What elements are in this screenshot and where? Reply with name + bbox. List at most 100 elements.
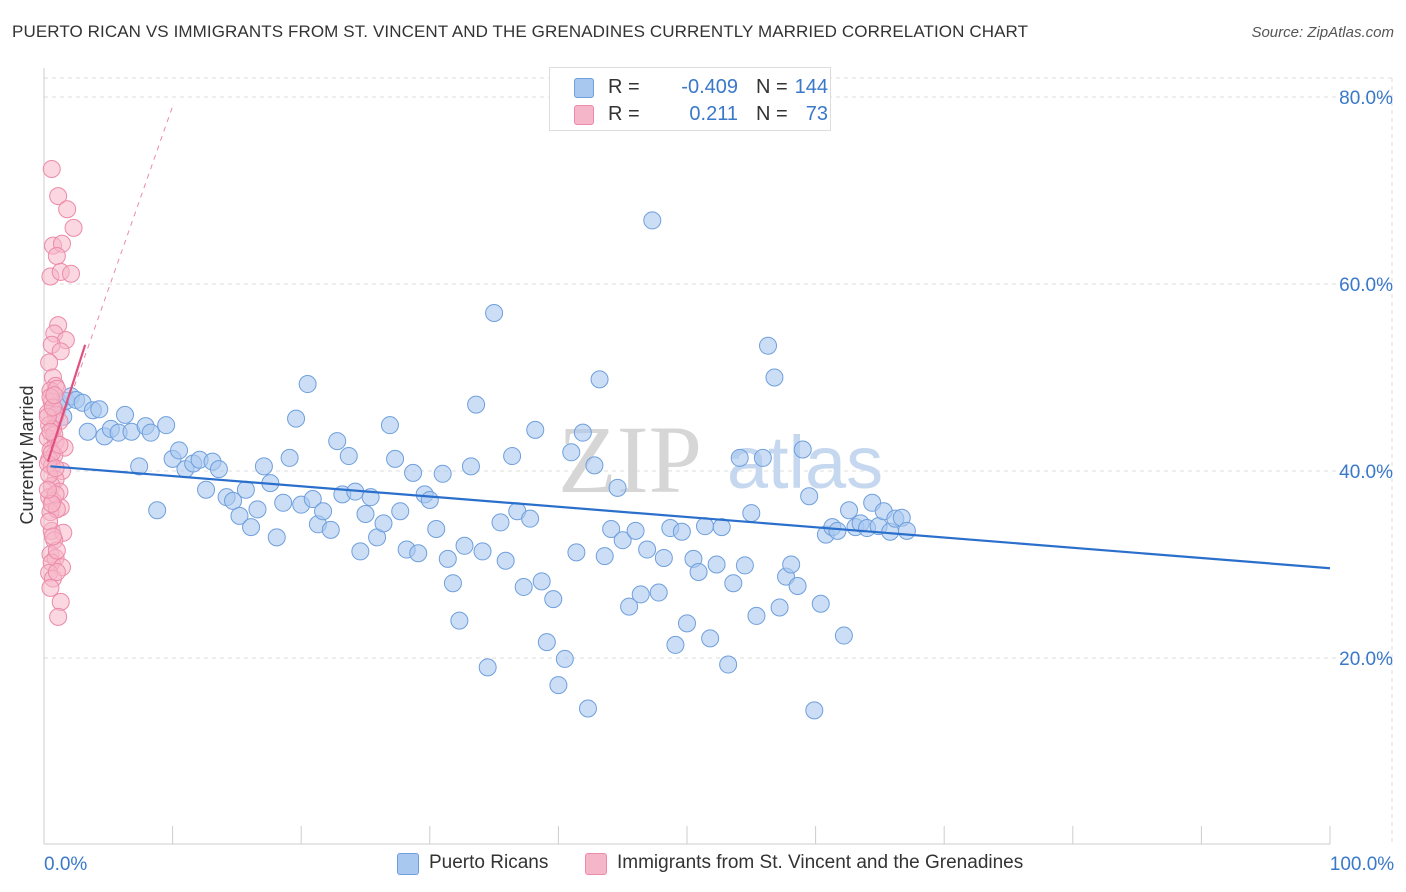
data-point-puerto-ricans xyxy=(248,500,267,519)
trend-line-puerto-ricans xyxy=(50,465,1331,570)
data-point-puerto-ricans xyxy=(374,514,393,533)
data-point-puerto-ricans xyxy=(450,611,469,630)
data-point-puerto-ricans xyxy=(274,493,293,512)
legend-r-label: R = xyxy=(608,76,640,98)
data-point-puerto-ricans xyxy=(521,509,540,528)
data-point-puerto-ricans xyxy=(339,447,358,466)
source-label: Source: ZipAtlas.com xyxy=(1251,24,1394,41)
data-point-puerto-ricans xyxy=(585,456,604,475)
watermark-zip: ZIP xyxy=(558,406,702,513)
data-point-st-vincent xyxy=(42,159,61,178)
legend-r-value: 0.211 xyxy=(689,103,738,125)
legend-n-label: N = xyxy=(756,76,788,98)
legend-n-value: 73 xyxy=(805,103,828,125)
data-point-puerto-ricans xyxy=(386,449,405,468)
data-point-puerto-ricans xyxy=(267,528,286,547)
legend-swatch-blue xyxy=(397,853,419,875)
data-point-puerto-ricans xyxy=(485,303,504,322)
data-point-puerto-ricans xyxy=(254,457,273,476)
data-point-puerto-ricans xyxy=(620,597,639,616)
correlation-legend: R = -0.409 N = 144 R = 0.211 N = 73 xyxy=(549,67,831,131)
data-point-puerto-ricans xyxy=(236,480,255,499)
data-point-puerto-ricans xyxy=(230,506,249,525)
data-point-puerto-ricans xyxy=(643,211,662,230)
data-point-puerto-ricans xyxy=(555,649,574,668)
series-points-st-vincent xyxy=(38,159,83,626)
data-point-puerto-ricans xyxy=(242,518,261,537)
data-point-puerto-ricans xyxy=(526,420,545,439)
y-axis-label: Currently Married xyxy=(17,385,37,524)
legend-label: Immigrants from St. Vincent and the Gren… xyxy=(617,852,1024,873)
data-point-puerto-ricans xyxy=(689,562,708,581)
data-point-puerto-ricans xyxy=(678,614,696,633)
grid-lines xyxy=(44,77,1393,844)
data-point-puerto-ricans xyxy=(800,487,819,506)
data-point-puerto-ricans xyxy=(666,635,685,654)
data-point-puerto-ricans xyxy=(280,448,299,467)
data-point-st-vincent xyxy=(40,512,59,531)
data-point-st-vincent xyxy=(64,218,83,237)
watermark: ZIP atlas xyxy=(558,406,883,513)
data-point-puerto-ricans xyxy=(719,655,738,674)
data-point-st-vincent xyxy=(40,353,59,372)
data-point-puerto-ricans xyxy=(626,521,645,540)
data-point-puerto-ricans xyxy=(672,522,691,541)
data-point-puerto-ricans xyxy=(148,501,167,520)
data-point-st-vincent xyxy=(45,386,64,405)
data-point-puerto-ricans xyxy=(782,555,801,574)
data-point-puerto-ricans xyxy=(567,543,586,562)
legend-r-value: -0.409 xyxy=(681,76,738,98)
data-point-puerto-ricans xyxy=(811,594,830,613)
data-point-puerto-ricans xyxy=(638,540,657,559)
data-point-puerto-ricans xyxy=(793,440,812,459)
y-tick-label: 60.0% xyxy=(1339,275,1393,296)
data-point-puerto-ricans xyxy=(649,583,668,602)
data-point-st-vincent xyxy=(62,264,81,283)
data-point-puerto-ricans xyxy=(712,518,731,537)
data-point-puerto-ricans xyxy=(78,422,97,441)
trend-line-st-vincent xyxy=(46,344,87,462)
data-point-st-vincent xyxy=(49,187,68,206)
data-point-puerto-ricans xyxy=(770,598,789,617)
data-point-puerto-ricans xyxy=(631,585,650,604)
data-point-puerto-ricans xyxy=(141,423,160,442)
data-point-puerto-ricans xyxy=(828,521,847,540)
data-point-puerto-ricans xyxy=(532,572,551,591)
data-point-puerto-ricans xyxy=(170,441,189,460)
data-point-puerto-ricans xyxy=(380,416,399,435)
data-point-puerto-ricans xyxy=(420,490,439,509)
data-point-st-vincent xyxy=(47,246,66,265)
data-point-puerto-ricans xyxy=(595,547,614,566)
data-point-puerto-ricans xyxy=(443,574,462,593)
data-point-puerto-ricans xyxy=(730,448,749,467)
data-point-puerto-ricans xyxy=(765,368,784,387)
data-point-st-vincent xyxy=(49,607,68,626)
data-point-st-vincent xyxy=(51,342,70,361)
data-point-puerto-ricans xyxy=(130,457,149,476)
data-point-puerto-ricans xyxy=(328,432,347,451)
data-point-puerto-ricans xyxy=(427,519,446,538)
data-point-puerto-ricans xyxy=(461,457,480,476)
data-point-puerto-ricans xyxy=(701,629,720,648)
chart-title: PUERTO RICAN VS IMMIGRANTS FROM ST. VINC… xyxy=(12,22,1029,41)
data-point-puerto-ricans xyxy=(562,443,581,462)
data-point-puerto-ricans xyxy=(724,574,743,593)
data-point-puerto-ricans xyxy=(409,544,428,563)
data-point-puerto-ricans xyxy=(224,491,243,510)
data-point-puerto-ricans xyxy=(578,699,597,718)
data-point-puerto-ricans xyxy=(735,556,754,575)
data-point-puerto-ricans xyxy=(287,409,306,428)
data-point-puerto-ricans xyxy=(478,658,497,677)
data-point-puerto-ricans xyxy=(753,448,772,467)
data-point-puerto-ricans xyxy=(696,517,715,536)
data-point-st-vincent xyxy=(58,200,77,219)
y-tick-label: 20.0% xyxy=(1339,649,1393,670)
data-point-puerto-ricans xyxy=(537,633,556,652)
data-point-puerto-ricans xyxy=(602,519,621,538)
data-point-puerto-ricans xyxy=(116,405,135,424)
legend-swatch-blue xyxy=(574,78,594,98)
data-point-st-vincent xyxy=(41,422,60,441)
data-point-puerto-ricans xyxy=(298,375,317,394)
data-point-puerto-ricans xyxy=(467,395,486,414)
